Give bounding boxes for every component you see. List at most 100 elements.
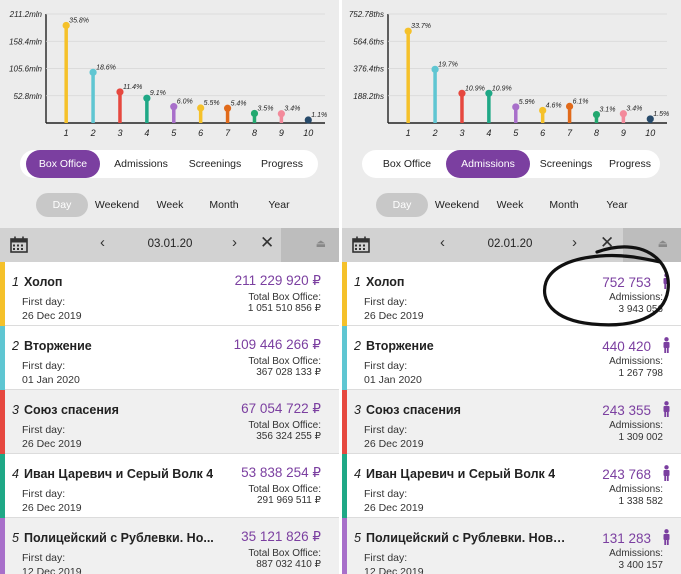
chart-area: 752.78ths 564.6ths 376.4ths 188.2ths 33.7% 1 1… (342, 0, 681, 148)
period-day[interactable]: Day (36, 193, 88, 217)
tab-box-office[interactable]: Box Office (382, 158, 432, 170)
data-label: 6.1% (573, 98, 589, 105)
period-week[interactable]: Week (156, 199, 184, 211)
film-title: 5 Полицейский с Рублевки. Ново... (354, 531, 569, 545)
eject-icon[interactable]: ⏏ (315, 238, 326, 250)
total-label: Admissions: (609, 420, 663, 431)
rank-color-bar (342, 326, 347, 390)
total-label: Total Box Office: (248, 484, 321, 495)
chevron-left-icon[interactable]: ‹ (440, 234, 445, 251)
eject-icon[interactable]: ⏏ (657, 238, 668, 250)
first-day-value: 26 Dec 2019 (22, 438, 82, 450)
data-label: 11.4% (123, 84, 142, 91)
close-icon[interactable]: ✕ (260, 233, 275, 252)
rank-number: 4 (12, 467, 19, 481)
person-icon (663, 337, 670, 353)
list-item[interactable]: 1 Холоп First day: 26 Dec 2019 211 229 92… (0, 262, 339, 326)
list-item[interactable]: 1 Холоп First day: 26 Dec 2019 752 753 Ad… (342, 262, 681, 326)
rank-number: 3 (12, 403, 19, 417)
tab-admissions[interactable]: Admissions (114, 158, 168, 170)
list-item[interactable]: 3 Союз спасения First day: 26 Dec 2019 24… (342, 390, 681, 454)
data-label: 10.9% (465, 85, 485, 92)
close-icon[interactable]: ✕ (600, 233, 615, 252)
metric-tabs: Box Office Admissions Screenings Progres… (362, 150, 660, 178)
x-tick-label: 4 (486, 128, 491, 138)
calendar-icon[interactable] (352, 236, 370, 253)
list-item[interactable]: 5 Полицейский с Рублевки. Но... First day… (0, 518, 339, 574)
first-day-value: 26 Dec 2019 (364, 438, 424, 450)
period-day[interactable]: Day (376, 193, 428, 217)
x-tick-label: 9 (279, 128, 284, 138)
total-label: Admissions: (609, 548, 663, 559)
navbar-right-section (623, 228, 681, 262)
daily-gross: 109 446 266 ₽ (233, 337, 321, 352)
x-tick-label: 8 (252, 128, 257, 138)
rank-color-bar (0, 326, 5, 390)
bar-head (116, 88, 124, 96)
x-tick-label: 5 (171, 128, 177, 138)
tab-box-office[interactable]: Box Office (26, 150, 100, 178)
film-title: 1 Холоп (354, 275, 404, 289)
daily-gross: 67 054 722 ₽ (241, 401, 321, 416)
period-selector: Day Weekend Week Month Year (0, 193, 339, 217)
bar-head (431, 65, 439, 73)
period-weekend[interactable]: Weekend (94, 199, 140, 211)
first-day-label: First day: (364, 552, 408, 564)
data-label: 3.4% (626, 106, 642, 113)
tab-screenings[interactable]: Screenings (539, 158, 593, 170)
period-weekend[interactable]: Weekend (434, 199, 480, 211)
person-icon (663, 401, 670, 417)
list-item[interactable]: 2 Вторжение First day: 01 Jan 2020 109 44… (0, 326, 339, 390)
list-item[interactable]: 5 Полицейский с Рублевки. Ново... First d… (342, 518, 681, 574)
tab-admissions[interactable]: Admissions (446, 150, 530, 178)
current-date[interactable]: 02.01.20 (487, 238, 533, 250)
daily-admissions: 752 753 (602, 275, 651, 290)
daily-gross: 53 838 254 ₽ (241, 465, 321, 480)
list-item[interactable]: 4 Иван Царевич и Серый Волк 4 First day: … (0, 454, 339, 518)
total-value: 3 400 157 (618, 560, 664, 571)
data-label: 18.6% (96, 64, 116, 71)
tab-screenings[interactable]: Screenings (188, 158, 242, 170)
calendar-icon[interactable] (10, 236, 28, 253)
total-label: Admissions: (609, 484, 663, 495)
chevron-left-icon[interactable]: ‹ (100, 234, 105, 251)
first-day-label: First day: (22, 488, 66, 500)
bar-head (223, 104, 232, 112)
x-tick-label: 2 (90, 128, 96, 138)
daily-gross: 35 121 826 ₽ (241, 529, 321, 544)
person-icon (663, 273, 670, 289)
bar-head (62, 21, 70, 30)
daily-admissions: 440 420 (602, 339, 651, 354)
first-day-value: 01 Jan 2020 (22, 374, 80, 386)
period-month[interactable]: Month (209, 199, 239, 211)
x-tick-label: 2 (432, 128, 438, 138)
daily-gross: 211 229 920 ₽ (234, 273, 321, 288)
period-year[interactable]: Year (268, 199, 290, 211)
period-week[interactable]: Week (496, 199, 524, 211)
first-day-label: First day: (22, 424, 66, 436)
chevron-right-icon[interactable]: › (572, 234, 577, 251)
bar-head (170, 103, 178, 111)
list-item[interactable]: 2 Вторжение First day: 01 Jan 2020 440 42… (342, 326, 681, 390)
rank-number: 2 (354, 339, 361, 353)
x-tick-label: 5 (513, 128, 519, 138)
list-item[interactable]: 4 Иван Царевич и Серый Волк 4 First day: … (342, 454, 681, 518)
y-tick-label: 376.4ths (353, 65, 384, 74)
tab-progress[interactable]: Progress (260, 158, 303, 170)
first-day-label: First day: (364, 488, 408, 500)
first-day-value: 26 Dec 2019 (22, 310, 82, 322)
current-date[interactable]: 03.01.20 (147, 238, 193, 250)
total-value: 1 338 582 (618, 496, 664, 507)
rank-color-bar (342, 454, 347, 518)
period-year[interactable]: Year (606, 199, 628, 211)
total-value: 291 969 511 ₽ (256, 495, 321, 506)
list-item[interactable]: 3 Союз спасения First day: 26 Dec 2019 67… (0, 390, 339, 454)
chevron-right-icon[interactable]: › (232, 234, 237, 251)
person-icon (663, 465, 670, 481)
bar-head (619, 110, 627, 118)
total-value: 887 032 410 ₽ (256, 559, 321, 570)
rank-color-bar (342, 390, 347, 454)
chart-area: 211.2mln 158.4mln 105.6mln 52.8mln 35.8% 1 18.… (0, 0, 339, 148)
tab-progress[interactable]: Progress (608, 158, 651, 170)
period-month[interactable]: Month (549, 199, 579, 211)
